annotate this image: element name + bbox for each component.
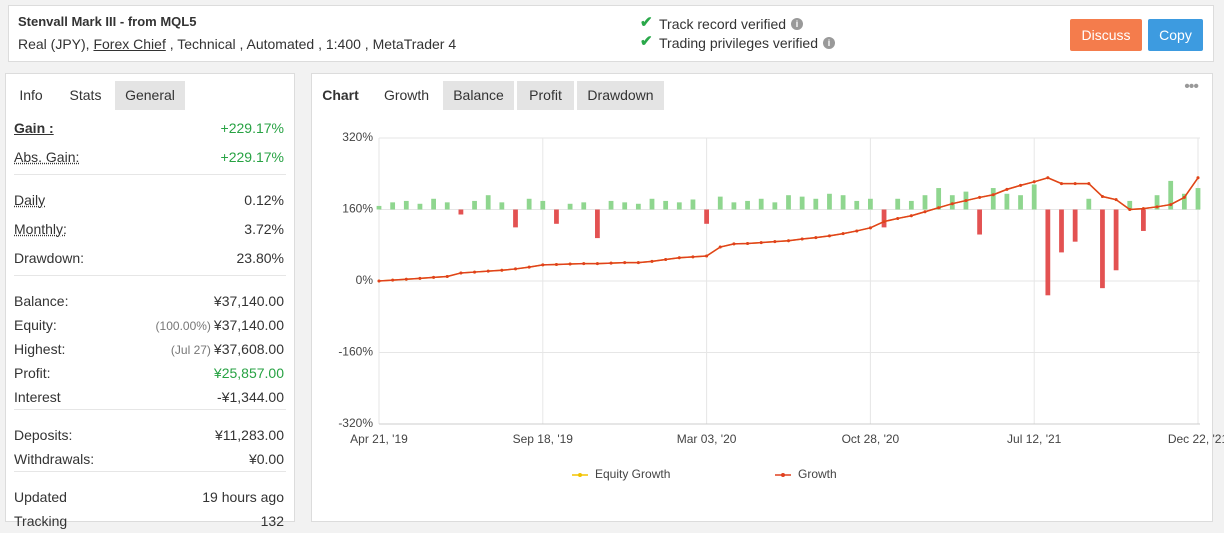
stat-row: Tracking 132	[14, 513, 284, 533]
stat-value: +229.17%	[221, 149, 284, 165]
stat-row: Drawdown: 23.80%	[14, 250, 284, 270]
stat-label: Equity:	[14, 317, 57, 333]
info-icon[interactable]: i	[791, 18, 803, 30]
stat-value: 0.12%	[244, 192, 284, 208]
stats-panel: Info Stats General Gain : +229.17% Abs. Gain:…	[5, 73, 295, 529]
stat-row: Highest: (Jul 27) ¥37,608.00	[14, 341, 284, 361]
stat-value-text: 0.12%	[244, 192, 284, 208]
separator	[14, 471, 286, 472]
stat-value-text: +229.17%	[220, 149, 284, 165]
menu-icon[interactable]: •••	[1184, 78, 1199, 95]
stat-row: Monthly: 3.72%	[14, 221, 284, 241]
subtitle: Real (JPY), Forex Chief , Technical , Au…	[18, 36, 456, 52]
stat-value: -¥1,344.00	[217, 389, 284, 405]
stat-row: Profit: ¥25,857.00	[14, 365, 284, 385]
discuss-button[interactable]: Discuss	[1070, 19, 1142, 51]
tab[interactable]: Drawdown	[577, 81, 664, 110]
separator	[14, 409, 286, 410]
tab[interactable]: General	[115, 81, 185, 110]
tab[interactable]: Growth	[373, 81, 440, 110]
tab[interactable]: Balance	[443, 81, 514, 110]
stat-label: Tracking	[14, 513, 68, 529]
stat-row: Balance: ¥37,140.00	[14, 293, 284, 313]
stat-value: 3.72%	[244, 221, 284, 237]
tab[interactable]: Chart	[312, 81, 369, 110]
stat-label: Profit:	[14, 365, 51, 381]
verification-text: Track record verified	[659, 16, 787, 32]
check-icon: ✔	[640, 14, 653, 31]
tab[interactable]: Info	[6, 81, 56, 110]
stat-value: 132	[261, 513, 284, 529]
stat-label: Monthly:	[14, 221, 67, 237]
stat-value-text: 19 hours ago	[202, 489, 284, 505]
stat-value-text: ¥37,608.00	[213, 341, 284, 357]
separator	[14, 275, 286, 276]
chart-panel: ••• Chart Growth Balance Profit Drawdown	[311, 73, 1213, 522]
stat-value-text: ¥37,140.00	[213, 293, 284, 309]
stat-label: Abs. Gain:	[14, 149, 80, 165]
stat-value: ¥25,857.00	[214, 365, 284, 381]
separator	[14, 174, 286, 175]
stat-value: ¥0.00	[249, 451, 284, 467]
stat-row: Equity: (100.00%) ¥37,140.00	[14, 317, 284, 337]
stat-row: Deposits: ¥11,283.00	[14, 427, 284, 447]
stat-value-text: ¥37,140.00	[213, 317, 284, 333]
broker-link[interactable]: Forex Chief	[93, 36, 166, 52]
stat-value-text: ¥25,857.00	[213, 365, 284, 381]
tab[interactable]: Stats	[58, 81, 113, 110]
stat-label: Highest:	[14, 341, 66, 357]
stat-row: Interest -¥1,344.00	[14, 389, 284, 409]
stat-value-text: ¥0.00	[248, 451, 284, 467]
stat-value: ¥11,283.00	[215, 427, 284, 443]
title: Stenvall Mark III - from MQL5	[18, 14, 197, 29]
stat-value: (Jul 27) ¥37,608.00	[171, 341, 284, 357]
stat-label: Updated	[14, 489, 67, 505]
stat-value: +229.17%	[221, 120, 284, 136]
header: Stenvall Mark III - from MQL5 Real (JPY)…	[8, 5, 1214, 62]
copy-button[interactable]: Copy	[1148, 19, 1203, 51]
stat-value: ¥37,140.00	[214, 293, 284, 309]
stat-row: Abs. Gain: +229.17%	[14, 149, 284, 169]
stat-row: Updated 19 hours ago	[14, 489, 284, 509]
stat-label: Withdrawals:	[14, 451, 95, 467]
tab[interactable]: Profit	[517, 81, 574, 110]
stat-value: 19 hours ago	[202, 489, 284, 505]
stat-label: Deposits:	[14, 427, 73, 443]
stat-value: 23.80%	[237, 250, 284, 266]
stat-value-text: -¥1,344.00	[217, 389, 284, 405]
info-icon[interactable]: i	[823, 37, 835, 49]
stat-row: Withdrawals: ¥0.00	[14, 451, 284, 471]
check-icon: ✔	[640, 33, 653, 50]
stat-note: (100.00%)	[155, 319, 211, 333]
stat-value-text: 23.80%	[236, 250, 284, 266]
stat-row: Daily 0.12%	[14, 192, 284, 212]
subtitle-text: , Technical , Automated , 1:400 , MetaTr…	[169, 36, 457, 52]
stat-label: Interest	[14, 389, 61, 405]
stat-value-text: 3.72%	[244, 221, 284, 237]
stat-label: Daily	[14, 192, 46, 208]
stat-value-text: 132	[260, 513, 284, 529]
stat-value: (100.00%) ¥37,140.00	[156, 317, 284, 333]
stat-value-text: +229.17%	[220, 120, 284, 136]
stat-label: Drawdown:	[14, 250, 85, 266]
stat-note: (Jul 27)	[170, 343, 211, 357]
stat-label: Gain :	[14, 120, 54, 136]
verification-text: Trading privileges verified	[659, 35, 818, 51]
stat-row: Gain : +229.17%	[14, 120, 284, 140]
stat-label: Balance:	[14, 293, 69, 309]
subtitle-text: Real (JPY),	[18, 36, 90, 52]
stat-value-text: ¥11,283.00	[214, 427, 284, 443]
